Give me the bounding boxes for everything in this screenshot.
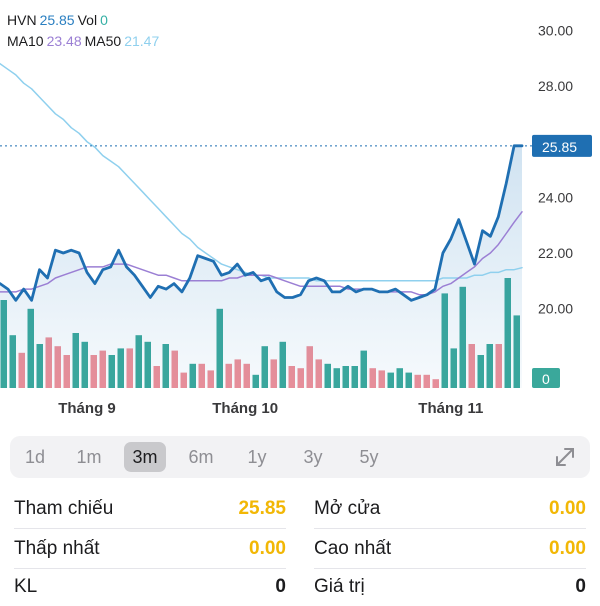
row-divider [14, 528, 286, 529]
tab-3y[interactable]: 3y [303, 447, 323, 467]
expand-arrows-icon[interactable] [552, 444, 578, 470]
price-chart[interactable]: 30.00 28.00 24.00 22.00 20.00 25.85 0 Tháng 9 Th… [0, 0, 600, 430]
y-tick-label: 24.00 [538, 189, 573, 205]
value-label: Giá trị [314, 576, 365, 597]
current-price-label: 25.85 [542, 139, 577, 155]
open-value: 0.00 [549, 498, 586, 519]
stats-row-1: Tham chiếu 25.85 Mở cửa 0.00 [0, 490, 600, 528]
price-value: 25.85 [39, 12, 75, 28]
high-label: Cao nhất [314, 538, 392, 559]
tab-1y[interactable]: 1y [247, 447, 267, 467]
price-line [0, 144, 524, 302]
y-tick-label: 20.00 [538, 301, 573, 317]
ma50-value: 21.47 [124, 33, 160, 49]
tab-6m[interactable]: 6m [188, 447, 214, 467]
y-tick-label: 28.00 [538, 78, 573, 94]
legend-row-ma: MA10 23.48 MA50 21.47 [7, 32, 162, 50]
low-label: Thấp nhất [14, 538, 100, 559]
x-tick-label: Tháng 9 [58, 400, 116, 417]
stats-row-3: KL 0 Giá trị 0 [0, 568, 600, 606]
high-value: 0.00 [549, 538, 586, 559]
tab-5y[interactable]: 5y [359, 447, 379, 467]
row-divider [314, 568, 586, 569]
price-area [0, 145, 522, 388]
low-value: 0.00 [249, 538, 286, 559]
stats-row-2: Thấp nhất 0.00 Cao nhất 0.00 [0, 530, 600, 568]
tab-1m[interactable]: 1m [76, 447, 102, 467]
ticker-label: HVN [7, 12, 37, 28]
volume-value: 0 [275, 576, 286, 597]
ma10-value: 23.48 [46, 33, 82, 49]
current-price-badge [532, 134, 592, 157]
vol-value: 0 [100, 12, 108, 28]
row-divider [14, 568, 286, 569]
timeframe-tabs: 1d 1m 3m 6m 1y 3y 5y [10, 436, 590, 478]
open-label: Mở cửa [314, 498, 381, 519]
value-value: 0 [575, 576, 586, 597]
volume-badge-label: 0 [542, 371, 550, 387]
volume-label: KL [14, 576, 38, 597]
ma10-label: MA10 [7, 33, 44, 49]
ref-value: 25.85 [238, 498, 286, 519]
row-divider [314, 528, 586, 529]
x-tick-label: Tháng 10 [212, 400, 278, 417]
volume-badge [532, 368, 560, 388]
y-tick-label: 30.00 [538, 22, 573, 38]
y-tick-label: 22.00 [538, 245, 573, 261]
ma50-label: MA50 [84, 33, 122, 49]
legend-row-price: HVN 25.85 Vol 0 [7, 11, 111, 29]
x-tick-label: Tháng 11 [418, 400, 483, 417]
ma10-line [0, 211, 523, 296]
ma50-line [0, 62, 523, 282]
ref-label: Tham chiếu [14, 498, 114, 519]
tab-3m[interactable]: 3m [124, 442, 166, 472]
tab-1d[interactable]: 1d [24, 447, 46, 467]
vol-label: Vol [77, 12, 98, 28]
